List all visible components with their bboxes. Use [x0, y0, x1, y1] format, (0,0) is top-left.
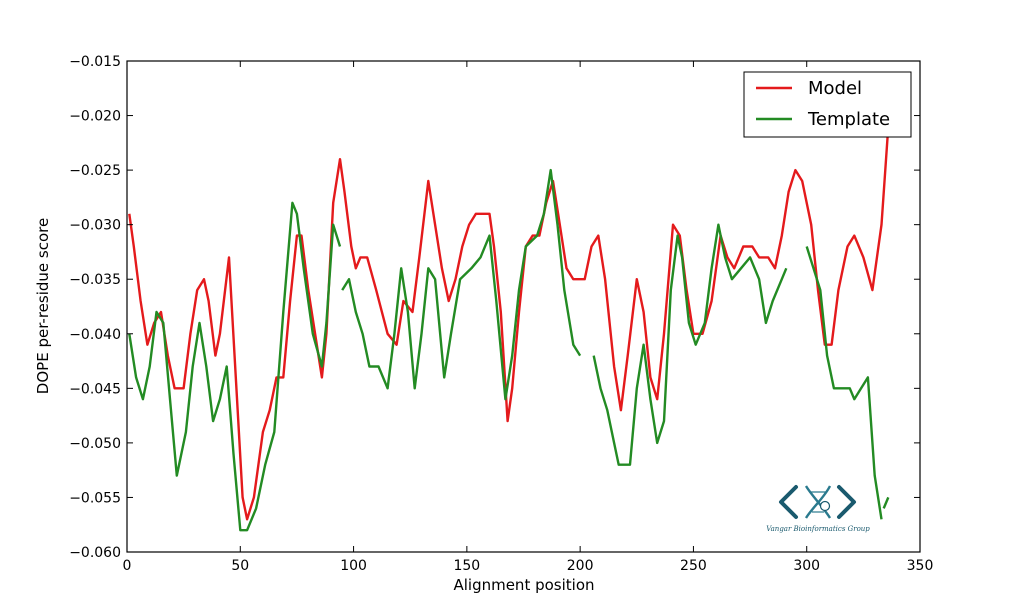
x-tick-label: 250	[680, 558, 707, 574]
y-tick-label: −0.035	[69, 272, 121, 288]
x-tick-label: 50	[231, 558, 249, 574]
y-tick-label: −0.020	[69, 109, 121, 125]
dna-brackets-logo-icon	[779, 485, 856, 519]
y-tick-label: −0.045	[69, 381, 121, 397]
series-line-template-segment-0	[128, 201, 342, 532]
series-line-template-segment-1	[341, 168, 582, 401]
legend-label-template: Template	[807, 109, 890, 130]
y-tick-label: −0.025	[69, 163, 121, 179]
plot-frame	[126, 60, 921, 553]
y-tick-label: −0.055	[69, 490, 121, 506]
y-tick-label: −0.015	[69, 54, 121, 70]
logo-text: Vangar Bioinformatics Group	[766, 525, 870, 533]
legend-label-model: Model	[808, 78, 862, 99]
series-line-model-segment-0	[128, 82, 892, 521]
series-line-template-segment-3	[805, 246, 883, 520]
x-tick-label: 300	[793, 558, 820, 574]
y-tick-label: −0.060	[69, 545, 121, 561]
y-axis-title: DOPE per-residue score	[34, 218, 52, 394]
x-tick-label: 100	[340, 558, 367, 574]
ticks-layer: 0 50 100 150 200 250 300 350 −0.015 −0.020 −0.025 −…	[69, 54, 933, 574]
y-tick-label: −0.050	[69, 436, 121, 452]
x-tick-label: 350	[907, 558, 934, 574]
series-line-template-segment-2	[592, 223, 788, 466]
x-tick-label: 150	[453, 558, 480, 574]
legend-box	[743, 71, 912, 138]
series-layer	[128, 82, 892, 532]
vangar-logo: Vangar Bioinformatics Group	[766, 485, 870, 533]
y-tick-label: −0.030	[69, 218, 121, 234]
y-tick-label: −0.040	[69, 327, 121, 343]
legend: Model Template	[743, 71, 912, 138]
x-axis-title: Alignment position	[453, 576, 594, 594]
x-tick-label: 0	[123, 558, 132, 574]
x-tick-label: 200	[567, 558, 594, 574]
series-line-template-segment-4	[882, 496, 890, 509]
